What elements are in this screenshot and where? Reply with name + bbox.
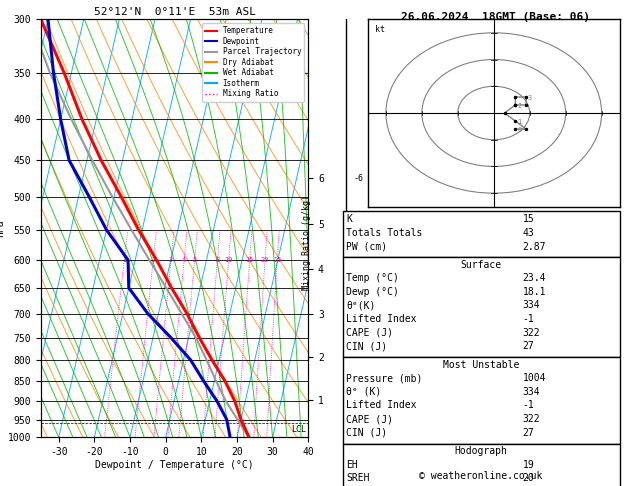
Text: LCL: LCL [291, 425, 306, 434]
Text: SREH: SREH [346, 473, 369, 484]
Text: Mixing Ratio (g/kg): Mixing Ratio (g/kg) [303, 195, 311, 291]
Text: 20: 20 [261, 257, 269, 263]
Legend: Temperature, Dewpoint, Parcel Trajectory, Dry Adiabat, Wet Adiabat, Isotherm, Mi: Temperature, Dewpoint, Parcel Trajectory… [202, 23, 304, 102]
Text: 26.06.2024  18GMT (Base: 06): 26.06.2024 18GMT (Base: 06) [401, 12, 590, 22]
Text: 20: 20 [523, 473, 535, 484]
Text: Lifted Index: Lifted Index [346, 400, 416, 411]
Text: Most Unstable: Most Unstable [443, 360, 520, 370]
Text: 15: 15 [523, 214, 535, 225]
Text: EH: EH [346, 460, 358, 470]
Text: -1: -1 [523, 400, 535, 411]
Text: 5: 5 [192, 257, 197, 263]
Text: θᵉ(K): θᵉ(K) [346, 300, 376, 311]
Text: 334: 334 [523, 387, 540, 397]
Text: -1: -1 [523, 314, 535, 324]
Text: 1004: 1004 [523, 373, 546, 383]
Text: CAPE (J): CAPE (J) [346, 414, 393, 424]
Text: -6: -6 [354, 174, 364, 183]
Text: Temp (°C): Temp (°C) [346, 273, 399, 283]
Text: 18.1: 18.1 [523, 287, 546, 297]
Text: K: K [346, 214, 352, 225]
Text: 3: 3 [528, 95, 532, 101]
Text: Surface: Surface [460, 260, 502, 270]
Title: 52°12'N  0°11'E  53m ASL: 52°12'N 0°11'E 53m ASL [94, 7, 255, 17]
Text: -5: -5 [354, 220, 364, 228]
Text: PW (cm): PW (cm) [346, 242, 387, 252]
Text: 19: 19 [523, 460, 535, 470]
Text: -3: -3 [354, 309, 364, 318]
Text: CIN (J): CIN (J) [346, 341, 387, 351]
Text: 2.87: 2.87 [523, 242, 546, 252]
Text: 15: 15 [245, 257, 254, 263]
Text: kt: kt [375, 25, 385, 34]
Text: CAPE (J): CAPE (J) [346, 328, 393, 338]
Text: -1: -1 [354, 396, 364, 404]
Text: 23.4: 23.4 [523, 273, 546, 283]
Text: -4: -4 [354, 265, 364, 274]
X-axis label: Dewpoint / Temperature (°C): Dewpoint / Temperature (°C) [95, 460, 254, 470]
Text: 27: 27 [523, 428, 535, 438]
Text: 2: 2 [151, 257, 155, 263]
Text: 1: 1 [517, 119, 521, 125]
Text: Totals Totals: Totals Totals [346, 228, 422, 238]
Text: CIN (J): CIN (J) [346, 428, 387, 438]
Text: Hodograph: Hodograph [455, 446, 508, 456]
Text: Dewp (°C): Dewp (°C) [346, 287, 399, 297]
Text: 2: 2 [517, 103, 521, 109]
Y-axis label: hPa: hPa [0, 220, 5, 237]
Text: 27: 27 [523, 341, 535, 351]
Text: 10: 10 [225, 257, 233, 263]
Text: Lifted Index: Lifted Index [346, 314, 416, 324]
Text: 1: 1 [122, 257, 126, 263]
Text: -2: -2 [354, 353, 364, 362]
Text: 322: 322 [523, 328, 540, 338]
Text: 322: 322 [523, 414, 540, 424]
Text: 25: 25 [273, 257, 282, 263]
Text: © weatheronline.co.uk: © weatheronline.co.uk [420, 471, 543, 481]
Text: 0: 0 [517, 127, 521, 133]
Text: 4: 4 [182, 257, 186, 263]
Text: 334: 334 [523, 300, 540, 311]
Text: 43: 43 [523, 228, 535, 238]
Text: 3: 3 [169, 257, 173, 263]
Text: θᵉ (K): θᵉ (K) [346, 387, 381, 397]
Text: 8: 8 [215, 257, 220, 263]
Text: Pressure (mb): Pressure (mb) [346, 373, 422, 383]
